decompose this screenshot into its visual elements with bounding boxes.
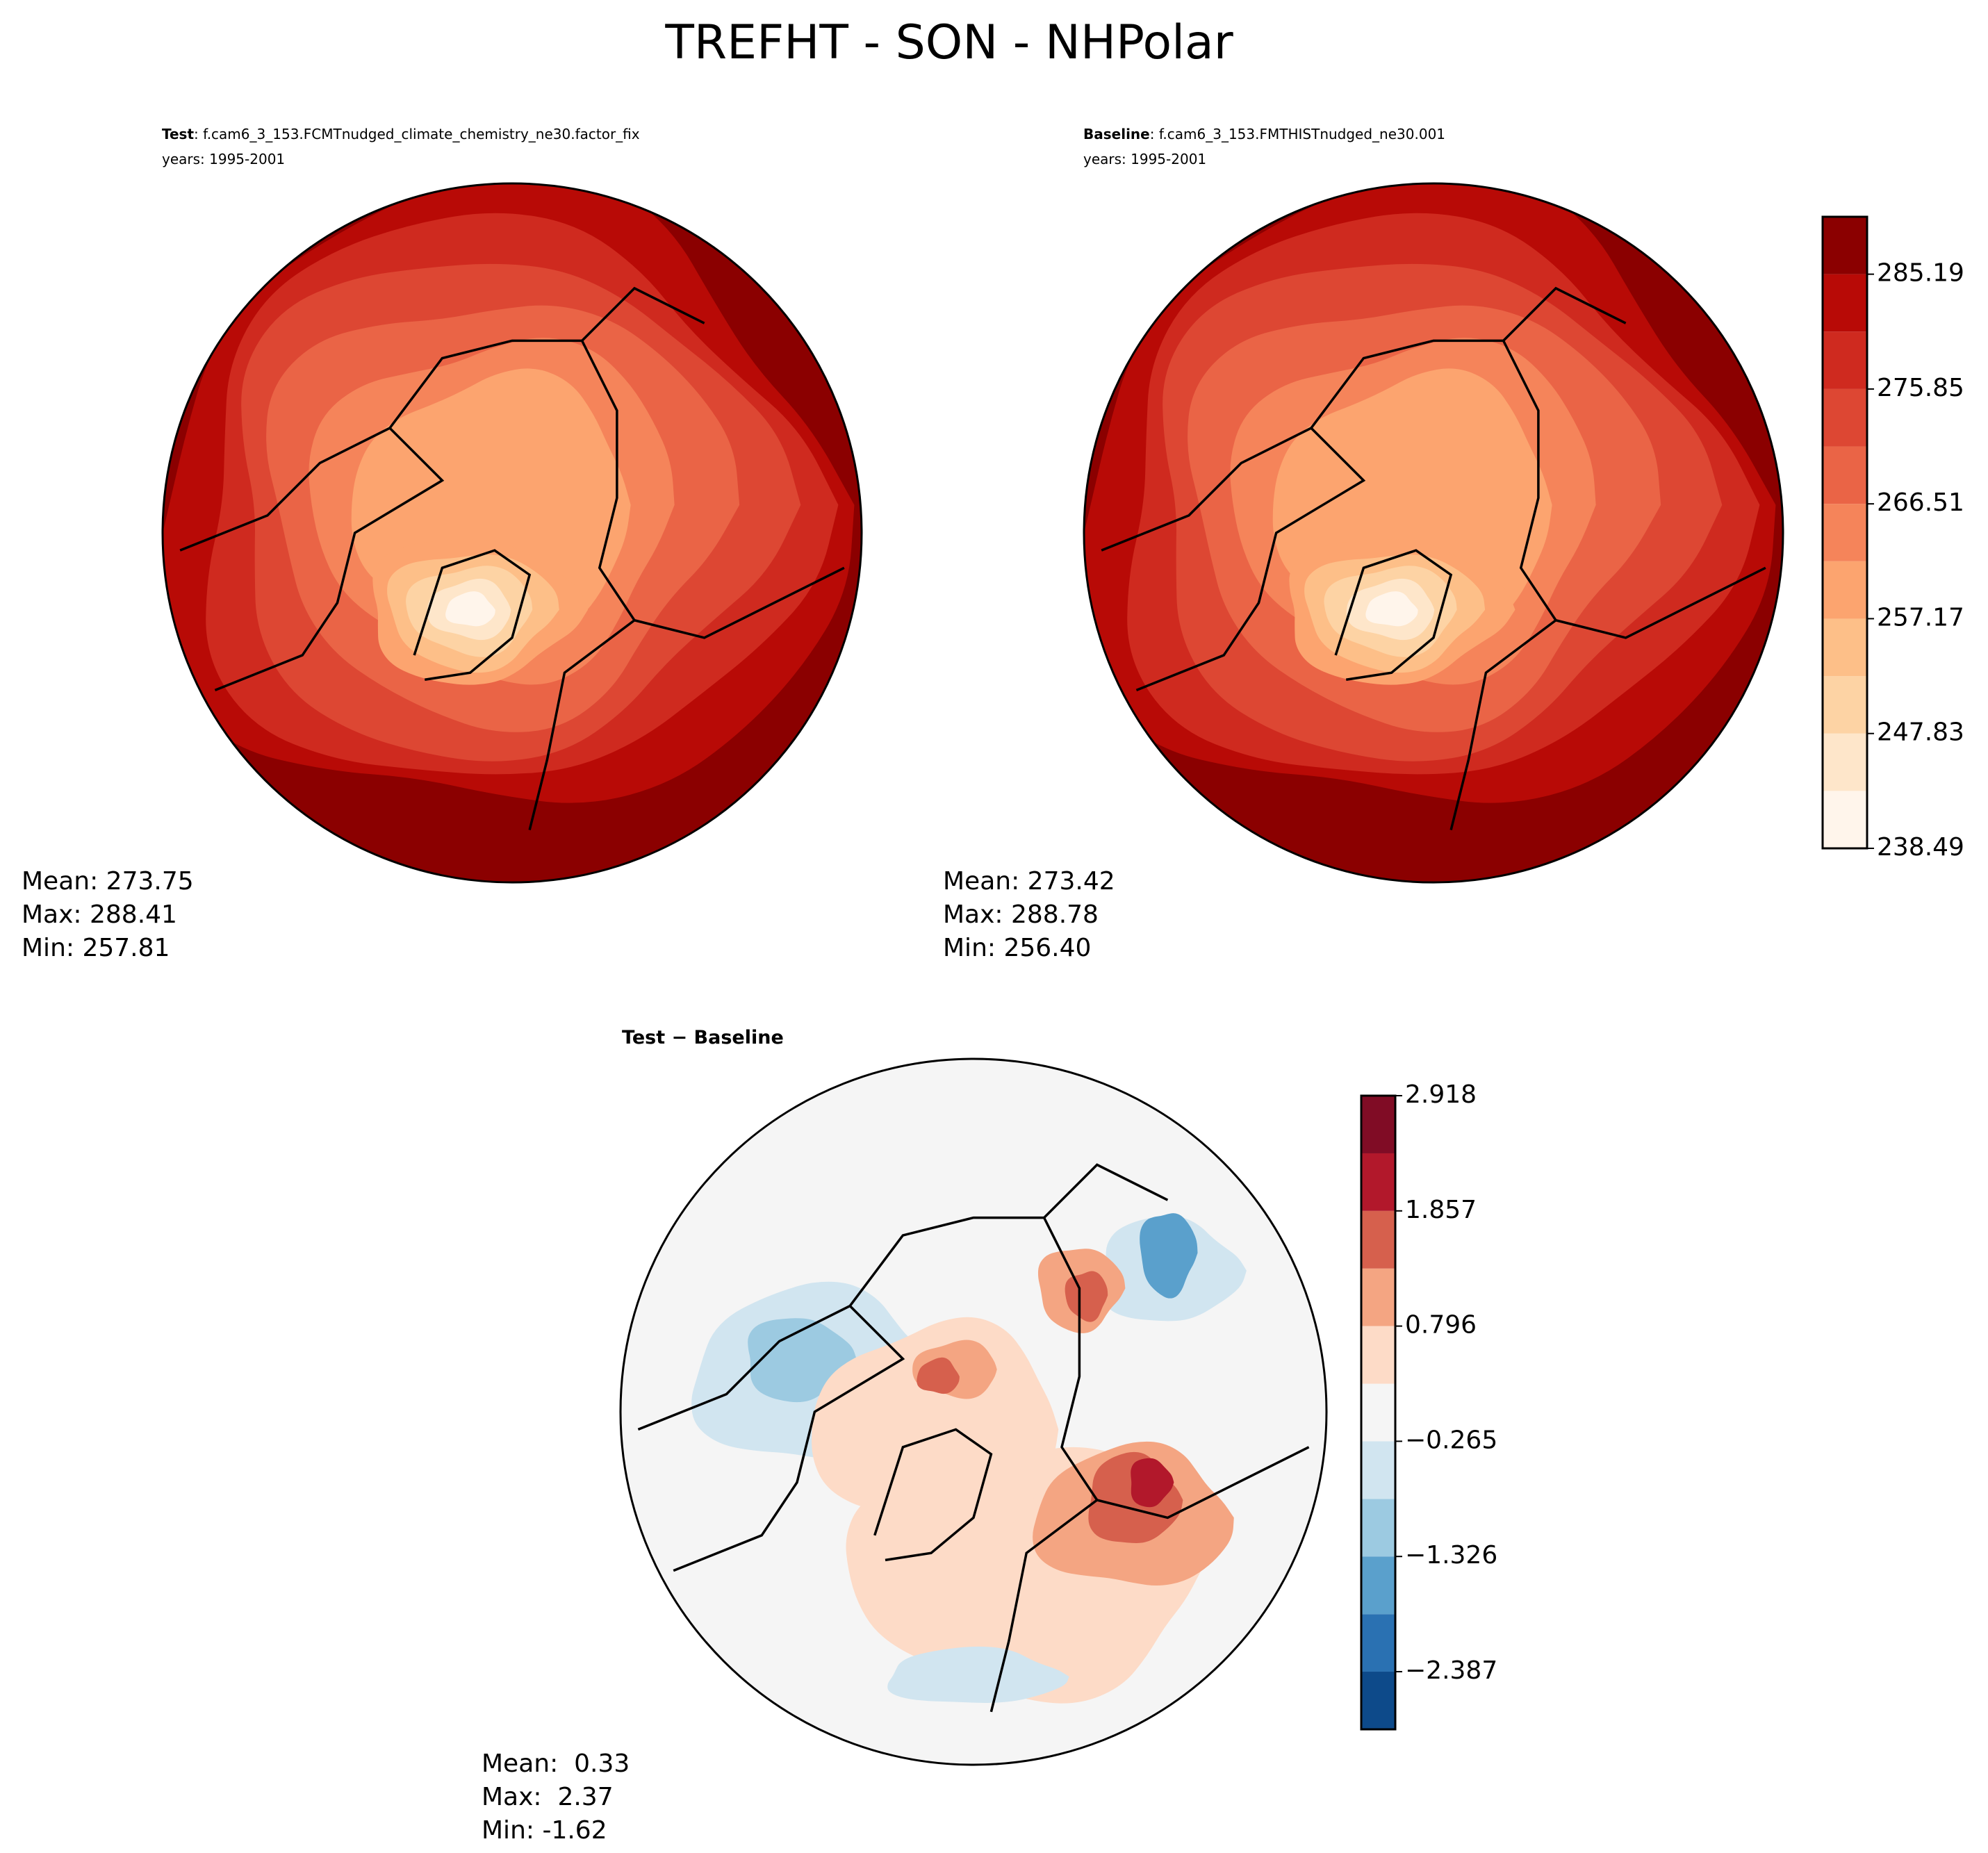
contour-region [1065, 1271, 1108, 1322]
colorbar-tick-label: 0.796 [1405, 1311, 1477, 1340]
map [621, 1059, 1326, 1765]
contour-region [1140, 1213, 1198, 1299]
map-border [619, 1057, 1328, 1766]
colorbar-tick-label: 238.49 [1877, 833, 1964, 862]
panel-header: Test: f.cam6_3_153.FCMTnudged_climate_ch… [162, 126, 640, 142]
coastline [413, 549, 532, 681]
colorbar-band [1361, 1326, 1395, 1384]
contour-region [445, 591, 495, 627]
coastline [1135, 427, 1366, 691]
colorbar-band [1361, 1614, 1395, 1672]
stat-line: Max: 288.78 [943, 900, 1099, 929]
colorbar-band [1361, 1096, 1395, 1153]
contour-region [1365, 591, 1418, 627]
map [1084, 183, 1783, 882]
contour-region [887, 1646, 1069, 1703]
colorbar-band [1823, 274, 1867, 332]
colorbar-band [1823, 791, 1867, 848]
map [163, 183, 862, 882]
colorbar-tick-label: 2.918 [1405, 1080, 1477, 1109]
stat-line: Min: 257.81 [22, 934, 170, 962]
coastline [179, 286, 705, 552]
colorbar-band [1361, 1556, 1395, 1615]
colorbar-band [1361, 1672, 1395, 1729]
coastline [673, 1305, 905, 1572]
colorbar-band [1823, 446, 1867, 504]
colorbar-band [1823, 733, 1867, 791]
colorbar-band [1823, 561, 1867, 619]
colorbar-tick-label: 1.857 [1405, 1196, 1477, 1224]
stat-line: Mean: 273.75 [22, 867, 194, 896]
figure-title: TREFHT - SON - NHPolar [664, 15, 1233, 70]
colorbar-tick-label: 285.19 [1877, 259, 1964, 288]
panel-header: Baseline: f.cam6_3_153.FMTHISTnudged_ne3… [1083, 126, 1445, 142]
contour-region [812, 1317, 1059, 1539]
coastline [1096, 1446, 1310, 1520]
colorbar-band [1361, 1441, 1395, 1499]
colorbar-band [1823, 618, 1867, 677]
colorbar-band [1823, 388, 1867, 447]
stat-line: Max: 288.41 [22, 900, 177, 929]
panel-years: years: 1995-2001 [162, 151, 285, 167]
coastline [528, 340, 636, 830]
coastline [873, 1428, 993, 1562]
colorbar-band [1361, 1210, 1395, 1269]
colorbar-tick-label: 247.83 [1877, 718, 1964, 747]
stat-line: Max: 2.37 [482, 1783, 614, 1811]
colorbar-band [1823, 676, 1867, 734]
stat-line: Min: 256.40 [943, 934, 1091, 962]
coastline [989, 1217, 1099, 1713]
panel-label: Test [162, 126, 194, 142]
stat-line: Mean: 0.33 [482, 1749, 630, 1778]
coastline [1334, 549, 1453, 681]
colorbar-band [1823, 217, 1867, 274]
colorbar-tick-label: 266.51 [1877, 488, 1964, 517]
stat-line: Min: -1.62 [482, 1816, 607, 1845]
panel-label: Baseline [1083, 126, 1150, 142]
contour-region [1131, 1458, 1174, 1508]
coastline [1555, 566, 1766, 639]
panel-case: : f.cam6_3_153.FCMTnudged_climate_chemis… [194, 126, 640, 142]
contour-region [917, 1357, 960, 1394]
panel-years: years: 1995-2001 [1083, 151, 1206, 167]
panel-case: : f.cam6_3_153.FMTHISTnudged_ne30.001 [1150, 126, 1445, 142]
colorbar-frame [1360, 1094, 1397, 1731]
colorbar-band [1361, 1268, 1395, 1326]
colorbar-tick-label: −2.387 [1405, 1656, 1497, 1685]
colorbar-band [1361, 1383, 1395, 1442]
colorbar-band [1823, 331, 1867, 389]
colorbar-band [1823, 504, 1867, 561]
coastline [634, 566, 845, 639]
colorbar-frame [1821, 215, 1868, 850]
panel-label: Test − Baseline [622, 1027, 784, 1048]
map-border [1083, 182, 1784, 884]
colorbar-tick-label: 275.85 [1877, 374, 1964, 402]
map-border [161, 182, 863, 884]
coastline [1101, 286, 1627, 552]
colorbar-band [1361, 1153, 1395, 1211]
colorbar-band [1361, 1499, 1395, 1557]
stat-line: Mean: 273.42 [943, 867, 1115, 896]
coastline [214, 427, 445, 691]
colorbar-tick-label: 257.17 [1877, 603, 1964, 632]
colorbar-tick-label: −1.326 [1405, 1541, 1497, 1570]
coastline [637, 1163, 1169, 1431]
colorbar-tick-label: −0.265 [1405, 1426, 1497, 1454]
coastline [1449, 340, 1558, 830]
